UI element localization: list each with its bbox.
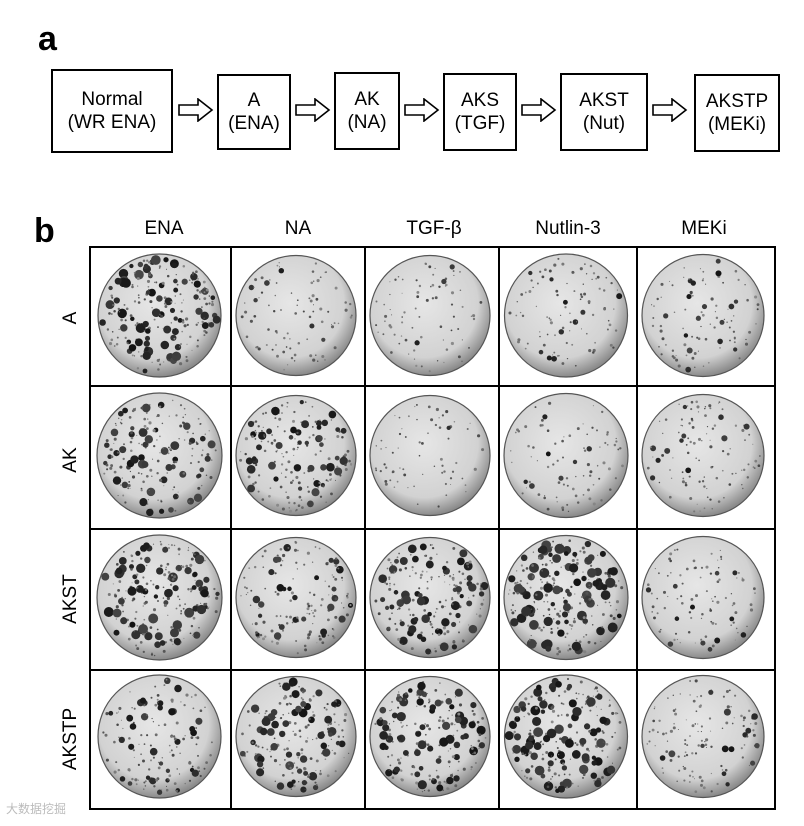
culture-well bbox=[235, 536, 357, 659]
step-medium: (TGF) bbox=[454, 113, 506, 134]
row-header-akstp: AKSTP bbox=[60, 707, 81, 771]
step-box-ak: AK (NA) bbox=[334, 72, 400, 150]
culture-well bbox=[503, 253, 629, 378]
culture-well bbox=[369, 394, 491, 517]
culture-well bbox=[503, 534, 629, 661]
panel-b-label: b bbox=[34, 212, 55, 250]
watermark-text: 大数据挖掘 bbox=[6, 802, 67, 816]
culture-well bbox=[97, 253, 222, 378]
culture-well bbox=[96, 392, 223, 519]
step-name: A bbox=[247, 90, 261, 111]
arrow-icon bbox=[404, 98, 440, 122]
step-box-akstp: AKSTP (MEKi) bbox=[694, 74, 780, 152]
culture-well bbox=[369, 675, 491, 798]
arrow-icon bbox=[178, 98, 214, 122]
step-medium: (WR ENA) bbox=[67, 112, 157, 133]
culture-well bbox=[97, 674, 222, 799]
culture-well bbox=[235, 675, 357, 798]
row-header-akst: AKST bbox=[60, 574, 81, 624]
culture-well bbox=[503, 674, 629, 799]
culture-well bbox=[641, 393, 765, 518]
row-header-a: A bbox=[60, 311, 81, 325]
step-box-aks: AKS (TGF) bbox=[443, 73, 517, 151]
step-name: Normal bbox=[81, 89, 143, 110]
step-name: AK bbox=[354, 89, 380, 110]
step-medium: (Nut) bbox=[582, 113, 626, 134]
culture-well bbox=[503, 392, 629, 519]
step-box-a: A (ENA) bbox=[217, 74, 291, 150]
step-box-normal: Normal (WR ENA) bbox=[51, 69, 173, 153]
step-name: AKS bbox=[460, 90, 500, 111]
arrow-icon bbox=[652, 98, 688, 122]
culture-well bbox=[369, 536, 491, 659]
culture-well bbox=[96, 534, 223, 661]
column-header-na: NA bbox=[284, 218, 312, 239]
step-medium: (MEKi) bbox=[707, 114, 767, 135]
grid-divider bbox=[91, 385, 774, 387]
culture-well bbox=[641, 674, 765, 799]
grid-divider bbox=[91, 669, 774, 671]
panel-a-label: a bbox=[38, 20, 57, 58]
step-box-akst: AKST (Nut) bbox=[560, 73, 648, 151]
step-name: AKSTP bbox=[705, 91, 769, 112]
step-name: AKST bbox=[579, 90, 629, 111]
culture-well bbox=[641, 535, 765, 660]
arrow-icon bbox=[521, 98, 557, 122]
column-header-ena: ENA bbox=[144, 218, 184, 239]
arrow-icon bbox=[295, 98, 331, 122]
well-grid bbox=[89, 246, 776, 810]
culture-well bbox=[369, 254, 491, 377]
column-header-nutlin: Nutlin-3 bbox=[535, 218, 601, 239]
step-medium: (ENA) bbox=[228, 113, 280, 134]
column-header-meki: MEKi bbox=[681, 218, 727, 239]
row-header-ak: AK bbox=[60, 447, 81, 473]
culture-well bbox=[641, 253, 765, 378]
column-header-tgf: TGF-β bbox=[406, 218, 462, 239]
grid-divider bbox=[91, 528, 774, 530]
step-medium: (NA) bbox=[347, 112, 387, 133]
culture-well bbox=[235, 254, 357, 377]
culture-well bbox=[235, 394, 357, 517]
